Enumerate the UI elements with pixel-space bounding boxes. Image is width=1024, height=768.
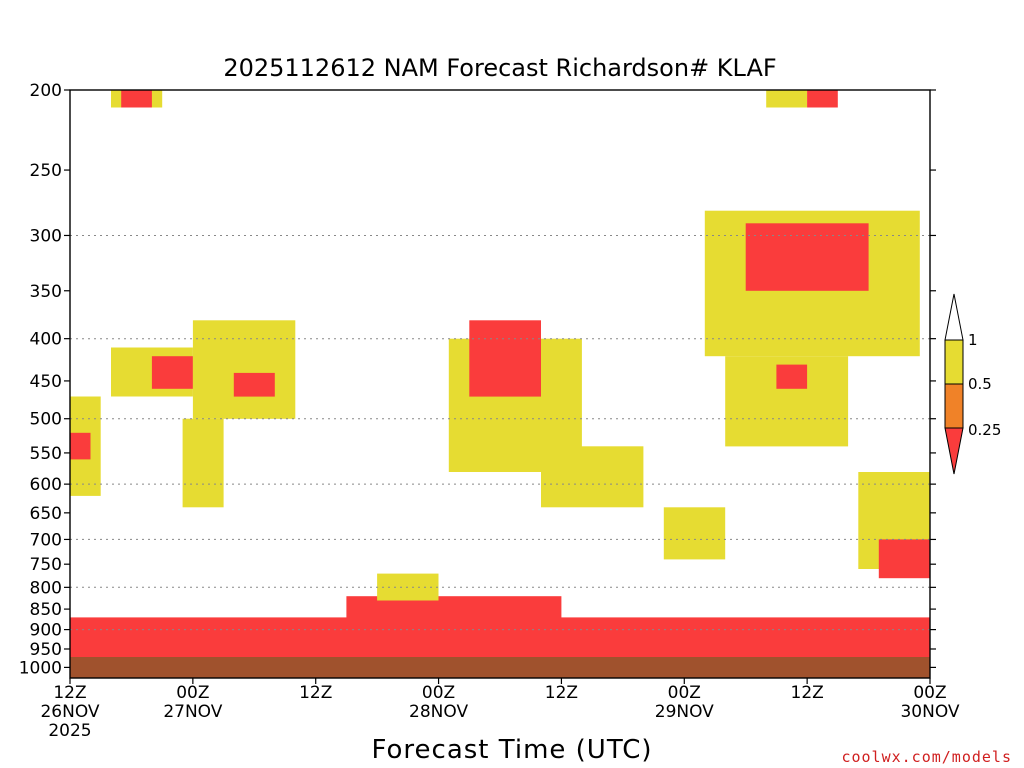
y-axis: 200 250 300 350 400 450 500 550 600 650 700 750 8008… (19, 81, 936, 678)
x-tick-label: 29NOV (655, 702, 714, 722)
ri-region-13 (776, 364, 808, 389)
color-legend: 1 0.5 0.25 (944, 293, 1001, 475)
y-tick-label: 650 (30, 504, 62, 524)
y-tick-label: 950 (30, 640, 62, 660)
chart-title: 2025112612 NAM Forecast Richardson# KLAF (223, 54, 776, 82)
legend-swatch-top (944, 293, 964, 341)
legend-label: 1 (968, 331, 978, 349)
legend-swatch-0_25-0_5 (944, 383, 964, 429)
x-tick-label: 12Z (299, 683, 332, 703)
y-tick-label: 250 (30, 161, 62, 181)
ri-region-11 (745, 223, 869, 291)
x-tick-label: 12Z (791, 683, 824, 703)
x-tick-label: 00Z (422, 683, 455, 703)
y-tick-label: 750 (30, 555, 62, 575)
ri-cells (70, 90, 930, 657)
x-tick-label: 12Z (545, 683, 578, 703)
y-tick-label: 400 (30, 330, 62, 350)
x-tick-label: 2025 (48, 721, 91, 741)
x-tick-label: 00Z (176, 683, 209, 703)
x-tick-label: 27NOV (163, 702, 222, 722)
y-tick-label: 900 (30, 621, 62, 641)
x-axis-label: Forecast Time (UTC) (371, 735, 652, 765)
y-tick-label: 1000 (19, 658, 62, 678)
ri-region-5 (541, 446, 644, 508)
ri-region-21 (766, 90, 808, 108)
legend-swatch-0_5-1 (944, 339, 964, 385)
credit-text[interactable]: coolwx.com/models (841, 748, 1012, 766)
x-tick-label: 00Z (913, 683, 946, 703)
ri-region-18 (182, 418, 224, 508)
ground-layer (70, 657, 930, 678)
x-tick-label: 00Z (668, 683, 701, 703)
y-tick-label: 300 (30, 226, 62, 246)
ri-region-4 (469, 320, 541, 397)
y-tick-label: 550 (30, 444, 62, 464)
legend-label: 0.5 (968, 375, 992, 393)
legend-label: 0.25 (968, 421, 1001, 439)
ri-region-8 (192, 320, 296, 419)
x-tick-label: 30NOV (900, 702, 959, 722)
plot-area (69, 89, 931, 679)
y-tick-label: 850 (30, 600, 62, 620)
y-tick-label: 350 (30, 282, 62, 302)
legend-swatch-below-0_25 (944, 427, 964, 475)
ri-region-20 (121, 90, 152, 108)
x-tick-label: 12Z (53, 683, 86, 703)
plot-frame (69, 89, 931, 679)
ri-region-17 (70, 432, 91, 460)
x-tick-label: 28NOV (409, 702, 468, 722)
ri-region-22 (807, 90, 838, 108)
ri-region-7 (151, 356, 193, 389)
y-tick-label: 200 (30, 81, 62, 101)
x-tick-label: 26NOV (40, 702, 99, 722)
ri-region-9 (233, 372, 275, 397)
ri-region-15 (878, 539, 930, 579)
y-tick-label: 700 (30, 530, 62, 550)
y-tick-label: 450 (30, 372, 62, 392)
ri-region-23 (663, 507, 726, 560)
y-tick-label: 600 (30, 475, 62, 495)
ri-region-1 (346, 596, 562, 653)
y-tick-label: 500 (30, 410, 62, 430)
y-tick-label: 800 (30, 578, 62, 598)
